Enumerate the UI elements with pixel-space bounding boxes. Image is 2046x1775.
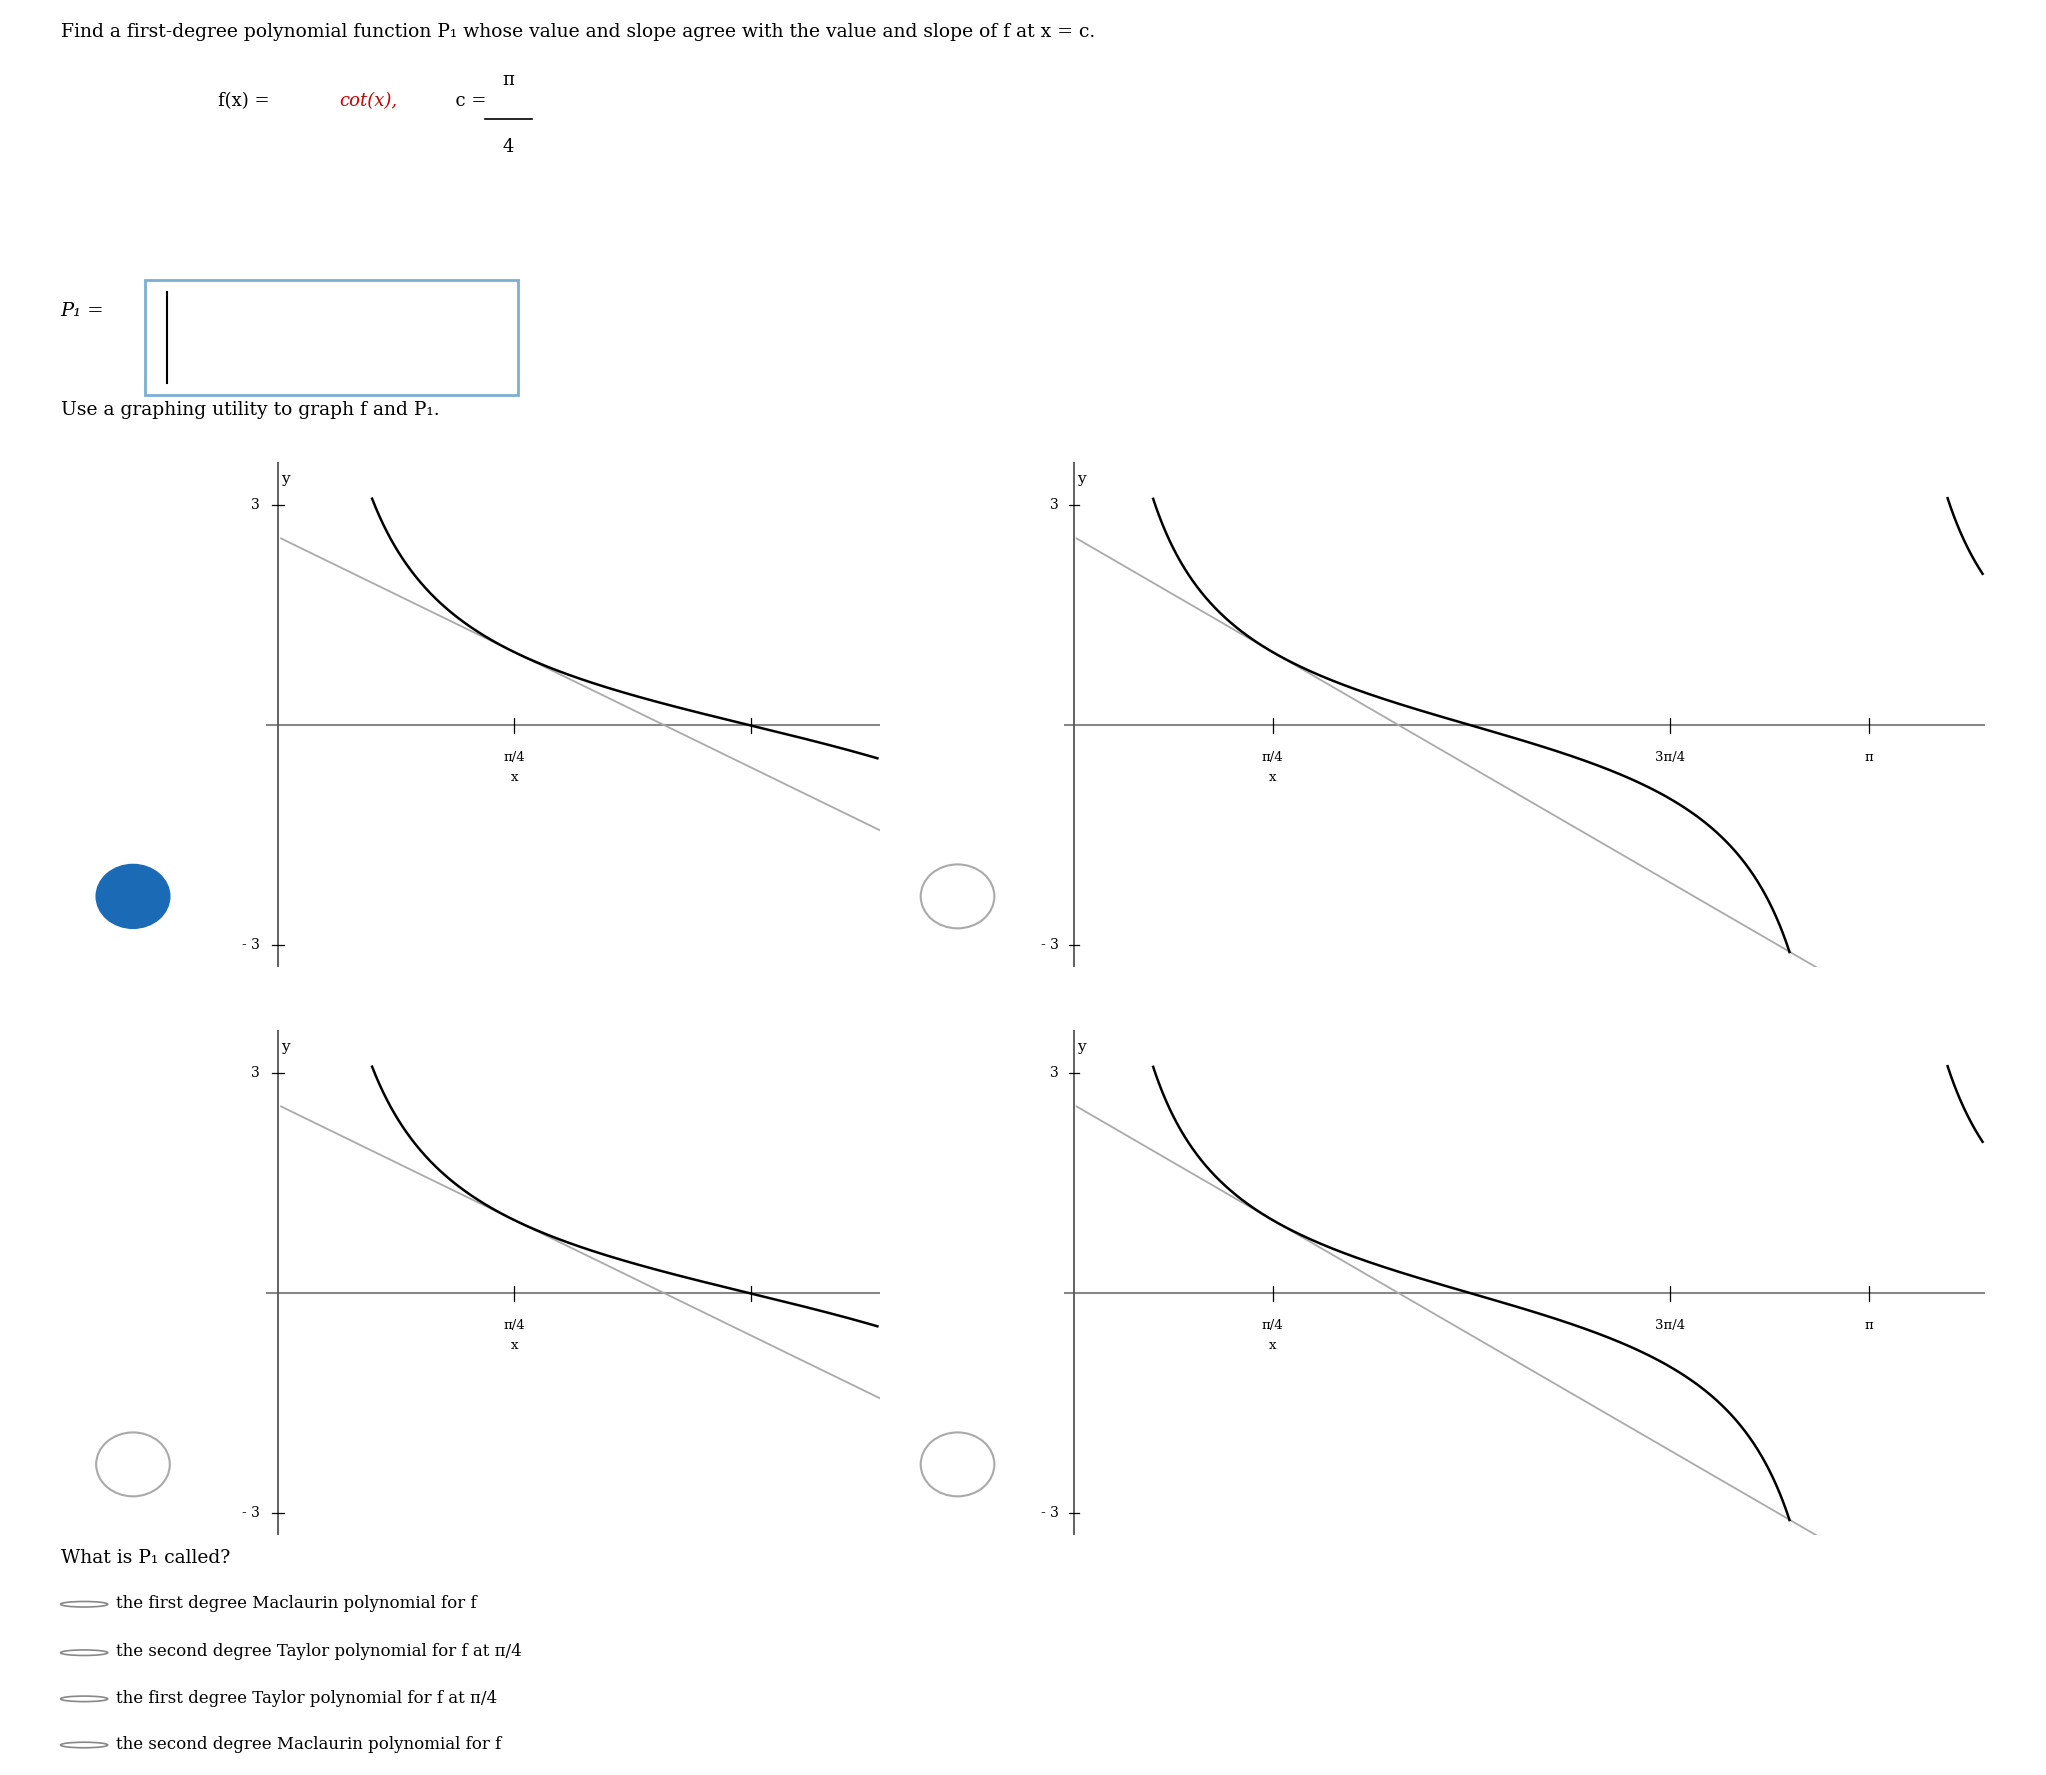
Text: x: x [512, 1338, 518, 1353]
Text: 3: 3 [1050, 1067, 1060, 1081]
Text: y: y [1076, 1040, 1084, 1054]
Text: the second degree Taylor polynomial for f at π/4: the second degree Taylor polynomial for … [115, 1644, 522, 1660]
Text: y: y [280, 472, 291, 486]
Circle shape [61, 1743, 108, 1748]
Text: π/4: π/4 [1262, 1319, 1283, 1331]
Circle shape [61, 1601, 108, 1606]
Text: P₁ =: P₁ = [61, 302, 104, 319]
Text: π: π [503, 71, 514, 89]
Text: the first degree Taylor polynomial for f at π/4: the first degree Taylor polynomial for f… [115, 1690, 497, 1706]
FancyBboxPatch shape [145, 280, 518, 394]
Text: 3: 3 [252, 1067, 260, 1081]
Text: y: y [280, 1040, 291, 1054]
Text: x: x [512, 770, 518, 785]
Text: - 3: - 3 [1041, 1507, 1060, 1521]
Text: - 3: - 3 [1041, 939, 1060, 953]
Text: y: y [1076, 472, 1084, 486]
Text: 4: 4 [503, 137, 514, 156]
Text: the second degree Maclaurin polynomial for f: the second degree Maclaurin polynomial f… [115, 1736, 501, 1752]
Text: π/4: π/4 [503, 1319, 526, 1331]
Text: x: x [1269, 1338, 1277, 1353]
Text: c =: c = [444, 92, 491, 110]
Text: Find a first-degree polynomial function P₁ whose value and slope agree with the : Find a first-degree polynomial function … [61, 23, 1095, 41]
Text: f(x) =: f(x) = [217, 92, 274, 110]
Text: π: π [1864, 751, 1872, 763]
Text: π/4: π/4 [1262, 751, 1283, 763]
Circle shape [921, 1432, 994, 1496]
Text: 3: 3 [252, 499, 260, 513]
Text: Use a graphing utility to graph f and P₁.: Use a graphing utility to graph f and P₁… [61, 401, 440, 419]
Circle shape [921, 864, 994, 928]
Circle shape [61, 1651, 108, 1656]
Circle shape [61, 1697, 108, 1702]
Circle shape [96, 864, 170, 928]
Text: - 3: - 3 [241, 1507, 260, 1521]
Circle shape [96, 1432, 170, 1496]
Text: What is P₁ called?: What is P₁ called? [61, 1550, 229, 1567]
Text: x: x [1269, 770, 1277, 785]
Text: 3π/4: 3π/4 [1655, 751, 1686, 763]
Text: the first degree Maclaurin polynomial for f: the first degree Maclaurin polynomial fo… [115, 1596, 477, 1612]
Text: 3π/4: 3π/4 [1655, 1319, 1686, 1331]
Text: 3: 3 [1050, 499, 1060, 513]
Text: π: π [1864, 1319, 1872, 1331]
Text: - 3: - 3 [241, 939, 260, 953]
Text: cot(x),: cot(x), [340, 92, 397, 110]
Text: π/4: π/4 [503, 751, 526, 763]
